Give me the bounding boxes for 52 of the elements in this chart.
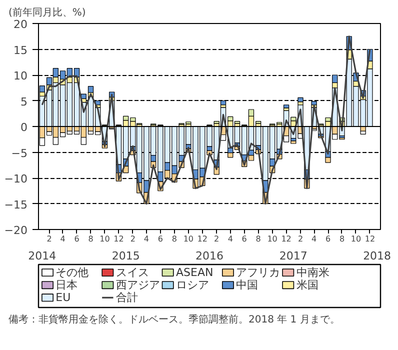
x-tick-label: 8 bbox=[88, 234, 94, 244]
x-tick-label: 4 bbox=[228, 234, 233, 244]
x-tick-label: 8 bbox=[339, 234, 345, 244]
legend-label: ASEAN bbox=[176, 266, 214, 280]
x-tick-label: 6 bbox=[158, 234, 163, 244]
x2-tick-label: 2014 bbox=[28, 250, 56, 262]
y-tick-label: −5 bbox=[11, 146, 28, 160]
legend-label: 中南米 bbox=[296, 266, 330, 280]
legend-label: 中国 bbox=[236, 278, 258, 292]
x-tick-label: 6 bbox=[74, 234, 80, 244]
text: 備考：非貨幣用金を除く。ドルベース。季節調整前。2018 年 1 月まで。 bbox=[8, 314, 340, 326]
x2-tick-label: 2017 bbox=[279, 250, 308, 262]
x-tick-label: 10 bbox=[350, 234, 362, 244]
x2-tick-label: 2016 bbox=[196, 250, 224, 262]
x-tick-label: 12 bbox=[197, 234, 208, 244]
legend-label: 合計 bbox=[116, 291, 138, 304]
y-tick-label: 0 bbox=[20, 121, 28, 134]
x-tick-label: 2 bbox=[130, 234, 136, 244]
legend-label: EU bbox=[56, 291, 71, 304]
y-tick-label: −15 bbox=[4, 198, 28, 212]
x-tick-label: 12 bbox=[364, 234, 376, 244]
x-tick-label: 10 bbox=[267, 234, 278, 244]
legend-label: 西アジア bbox=[116, 278, 160, 292]
y-tick-label: 15 bbox=[14, 44, 28, 57]
y-tick-label: 5 bbox=[20, 95, 28, 108]
x-tick-label: 10 bbox=[183, 234, 194, 244]
y-tick-label: 10 bbox=[14, 70, 28, 82]
x-tick-label: 6 bbox=[325, 234, 331, 244]
x-tick-label: 2 bbox=[46, 234, 52, 244]
x-tick-label: 4 bbox=[60, 234, 66, 244]
x-tick-label: 6 bbox=[242, 234, 247, 244]
legend-label: ロシア bbox=[176, 278, 209, 292]
y-axis-title: (前年同月比、%) bbox=[8, 6, 86, 18]
y-tick-label: −10 bbox=[4, 172, 28, 186]
x-tick-label: 12 bbox=[114, 234, 124, 244]
x2-tick-label: 2018 bbox=[363, 250, 392, 262]
legend-label: アフリカ bbox=[236, 266, 280, 280]
legend-label: スイス bbox=[116, 266, 149, 280]
x-tick-label: 2 bbox=[214, 234, 220, 244]
x-tick-label: 12 bbox=[281, 234, 292, 244]
x-tick-label: 10 bbox=[100, 234, 110, 244]
legend-label: 米国 bbox=[296, 278, 318, 292]
y-tick-label: 20 bbox=[14, 18, 28, 31]
x-tick-label: 8 bbox=[172, 234, 177, 244]
legend-label: 日本 bbox=[56, 278, 78, 292]
x-tick-label: 2 bbox=[298, 234, 304, 244]
x2-tick-label: 2015 bbox=[112, 250, 140, 262]
y-tick-label: −20 bbox=[4, 224, 28, 237]
x-tick-label: 4 bbox=[311, 234, 317, 244]
legend-label: その他 bbox=[56, 266, 89, 280]
x-tick-label: 8 bbox=[256, 234, 261, 244]
x-tick-label: 4 bbox=[144, 234, 150, 244]
